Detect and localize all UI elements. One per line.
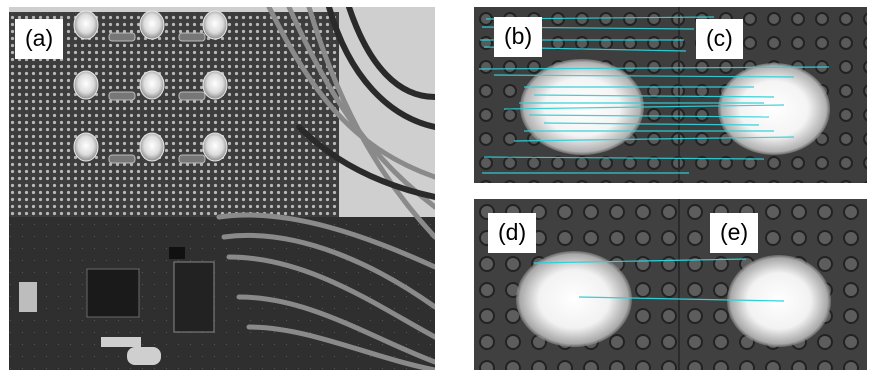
panel-label-c: (c) [696,19,743,59]
photo-feature-match-bc: (b) (c) [474,7,867,183]
panel-label-b: (b) [494,17,543,57]
panel-label-d: (d) [488,213,537,253]
led-board-illustration [9,7,435,370]
photo-led-board: (a) [9,7,435,370]
photo-feature-match-de: (d) (e) [474,199,867,370]
match-bc-illustration [474,7,867,183]
match-lines-de [533,258,785,302]
match-de-illustration [474,199,867,370]
panel-label-e: (e) [710,213,759,253]
panel-label-a: (a) [15,19,64,59]
